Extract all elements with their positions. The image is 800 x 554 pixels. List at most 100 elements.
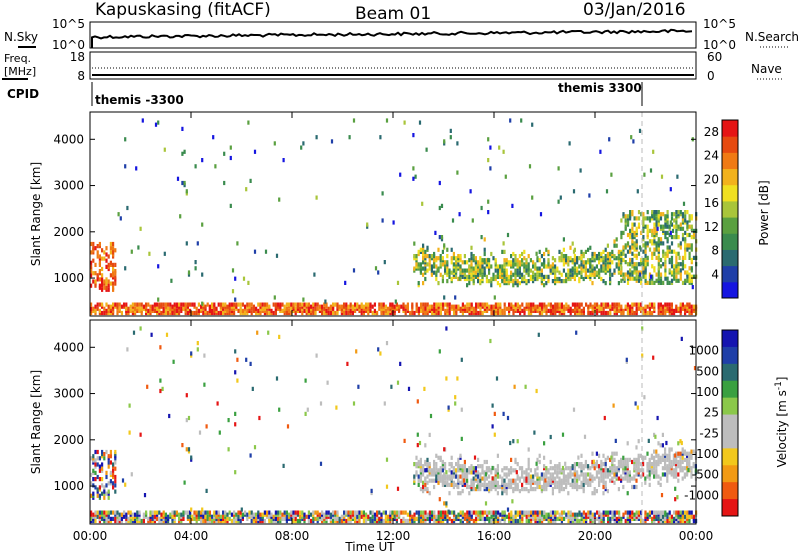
velocity-echo-cell [171, 514, 174, 519]
power-echo-cell [624, 214, 627, 219]
power-echo-cell [490, 276, 493, 282]
power-colorbar-tick: 4 [711, 267, 719, 281]
power-echo-cell [266, 310, 269, 316]
power-echo-cell [475, 302, 478, 307]
power-echo-cell [600, 264, 603, 269]
velocity-echo-cell [138, 510, 141, 515]
power-echo-cell [580, 274, 583, 279]
power-echo-cell [602, 249, 605, 254]
power-echo-cell [365, 302, 368, 307]
power-echo-cell [682, 201, 686, 206]
power-echo-cell [183, 149, 186, 154]
power-echo-cell [312, 302, 315, 307]
power-echo-cell [635, 253, 638, 258]
power-echo-cell [547, 308, 550, 313]
power-echo-cell [538, 302, 541, 307]
velocity-echo-cell [513, 384, 516, 389]
velocity-echo-cell [312, 516, 315, 521]
velocity-echo-cell [491, 424, 494, 429]
power-echo-cell [655, 278, 658, 283]
velocity-echo-cell [340, 514, 343, 519]
power-echo-cell [644, 249, 647, 254]
velocity-echo-cell [452, 480, 455, 485]
velocity-echo-cell [413, 512, 416, 517]
power-echo-cell [185, 189, 188, 194]
power-echo-cell [622, 257, 625, 263]
power-echo-cell [640, 306, 643, 311]
velocity-echo-cell [114, 466, 117, 471]
power-echo-cell [551, 262, 554, 267]
power-echo-cell [677, 306, 680, 311]
velocity-echo-cell [187, 447, 191, 452]
power-echo-cell [545, 304, 548, 309]
velocity-echo-cell [611, 459, 614, 465]
power-echo-cell [622, 230, 625, 235]
power-echo-cell [602, 306, 605, 311]
velocity-echo-cell [635, 472, 638, 477]
velocity-echo-cell [626, 462, 629, 467]
velocity-echo-cell [468, 510, 471, 515]
velocity-echo-cell [463, 472, 466, 477]
velocity-echo-cell [193, 516, 196, 521]
power-echo-cell [572, 249, 576, 254]
power-echo-cell [655, 216, 658, 221]
velocity-echo-cell [249, 361, 252, 366]
power-echo-cell [670, 302, 673, 307]
velocity-echo-cell [543, 455, 546, 460]
velocity-echo-cell [510, 478, 513, 483]
power-echo-cell [540, 262, 543, 267]
velocity-echo-cell [283, 516, 286, 521]
velocity-echo-cell [576, 470, 579, 475]
power-echo-cell [679, 268, 682, 273]
power-echo-cell [615, 306, 618, 311]
velocity-echo-cell [525, 518, 528, 524]
power-echo-cell [651, 232, 654, 238]
velocity-echo-cell [307, 510, 310, 515]
power-echo-cell [576, 272, 579, 277]
velocity-echo-cell [489, 338, 492, 344]
nsky-trace [91, 28, 693, 48]
power-echo-cell [101, 248, 104, 253]
velocity-echo-cell [679, 451, 682, 456]
velocity-echo-cell [378, 510, 381, 515]
velocity-echo-cell [545, 512, 548, 517]
velocity-echo-cell [516, 462, 519, 467]
velocity-echo-cell [466, 478, 469, 483]
velocity-echo-cell [655, 459, 658, 465]
power-echo-cell [666, 230, 669, 235]
power-echo-cell [141, 118, 144, 123]
velocity-echo-cell [527, 462, 530, 467]
power-echo-cell [202, 310, 205, 316]
velocity-echo-cell [631, 514, 634, 519]
velocity-echo-cell [173, 514, 176, 519]
power-echo-cell [504, 174, 507, 179]
power-echo-cell [213, 302, 216, 307]
power-echo-cell [578, 302, 581, 307]
velocity-echo-cell [120, 512, 123, 517]
power-echo-cell [690, 243, 693, 248]
velocity-echo-cell [646, 451, 649, 456]
velocity-echo-cell [285, 514, 288, 519]
velocity-echo-cell [253, 445, 257, 450]
power-echo-cell [430, 268, 433, 273]
power-echo-cell [571, 272, 574, 277]
power-echo-cell [433, 251, 436, 257]
velocity-echo-cell [378, 516, 381, 521]
power-echo-cell [441, 256, 444, 261]
velocity-echo-cell [503, 466, 506, 471]
power-echo-cell [443, 139, 446, 144]
power-echo-cell [635, 239, 638, 244]
power-echo-cell [98, 260, 101, 265]
power-echo-cell [579, 168, 582, 173]
velocity-echo-cell [617, 487, 620, 492]
velocity-echo-cell [668, 462, 671, 467]
nave-label: Nave [751, 62, 782, 76]
velocity-echo-cell [620, 474, 623, 479]
velocity-echo-cell [477, 514, 480, 519]
power-echo-cell [424, 302, 427, 307]
velocity-echo-cell [435, 453, 438, 458]
velocity-echo-cell [190, 507, 193, 512]
power-echo-cell [112, 241, 115, 247]
power-echo-cell [604, 310, 607, 316]
power-echo-cell [606, 264, 609, 269]
